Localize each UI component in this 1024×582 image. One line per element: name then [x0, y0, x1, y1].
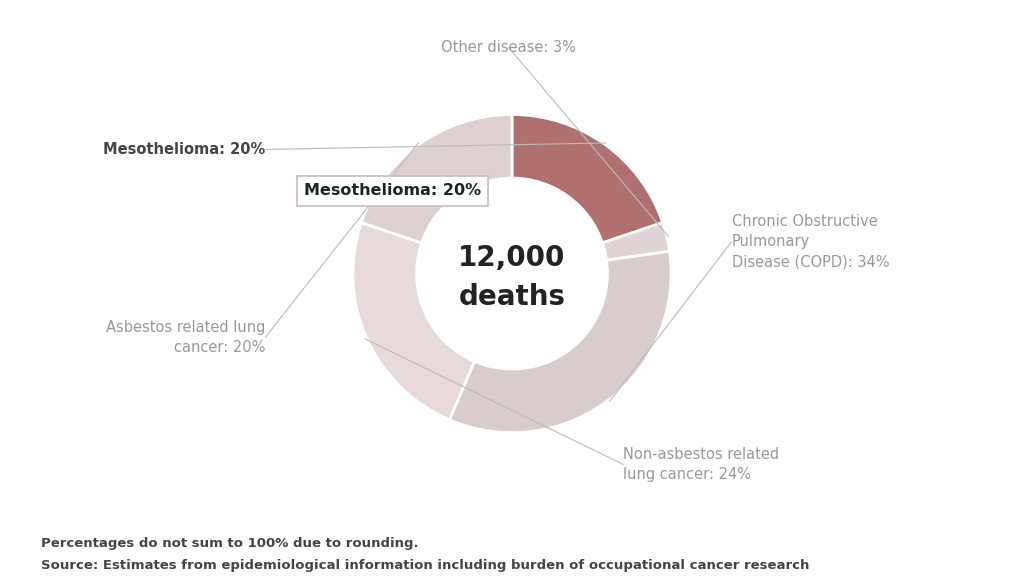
Wedge shape	[602, 222, 670, 260]
Text: Mesothelioma: 20%: Mesothelioma: 20%	[103, 142, 265, 157]
Text: 12,000: 12,000	[459, 244, 565, 272]
Text: Asbestos related lung
cancer: 20%: Asbestos related lung cancer: 20%	[106, 320, 265, 354]
Text: deaths: deaths	[459, 283, 565, 311]
Wedge shape	[361, 115, 512, 243]
Text: Source: Estimates from epidemiological information including burden of occupatio: Source: Estimates from epidemiological i…	[41, 559, 809, 572]
Text: Other disease: 3%: Other disease: 3%	[441, 40, 577, 55]
Wedge shape	[353, 222, 474, 420]
Text: Percentages do not sum to 100% due to rounding.: Percentages do not sum to 100% due to ro…	[41, 537, 419, 550]
Text: Mesothelioma: 20%: Mesothelioma: 20%	[304, 183, 481, 198]
Text: Non-asbestos related
lung cancer: 24%: Non-asbestos related lung cancer: 24%	[624, 447, 779, 482]
Wedge shape	[512, 115, 663, 243]
Text: Chronic Obstructive
Pulmonary
Disease (COPD): 34%: Chronic Obstructive Pulmonary Disease (C…	[731, 214, 889, 269]
Wedge shape	[450, 251, 671, 432]
